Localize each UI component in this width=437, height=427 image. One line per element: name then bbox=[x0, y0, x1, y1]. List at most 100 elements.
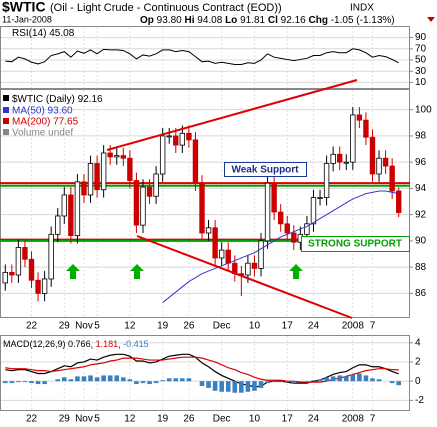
candle-body bbox=[337, 153, 343, 163]
histogram-bar bbox=[278, 381, 283, 383]
histogram-bar bbox=[212, 381, 218, 391]
histogram-bar bbox=[389, 381, 395, 384]
histogram-bar bbox=[166, 378, 172, 382]
candle-body bbox=[55, 215, 61, 235]
x-tick-label: Dec bbox=[213, 414, 231, 425]
histogram-bar bbox=[140, 381, 146, 384]
histogram-bar bbox=[376, 379, 382, 382]
macd-name: MACD(12,26,9) bbox=[3, 339, 66, 349]
y-tick-label: 90 bbox=[415, 236, 427, 247]
x-tick-label: 5 bbox=[94, 414, 100, 425]
price-label: $WTIC (Daily) 92.16 bbox=[12, 94, 103, 105]
x-tick-label: 26 bbox=[183, 414, 195, 425]
candle-body bbox=[133, 180, 140, 226]
rsi-panel bbox=[0, 26, 410, 89]
histogram-bar bbox=[68, 379, 74, 382]
candle-body bbox=[258, 240, 264, 269]
candle-body bbox=[389, 165, 395, 192]
candle-body bbox=[35, 279, 41, 294]
legend-label: MA(50) 93.60 bbox=[12, 106, 73, 117]
trend-line bbox=[106, 79, 358, 151]
candle-body bbox=[94, 163, 100, 191]
candle-body bbox=[68, 194, 74, 237]
histogram-bar bbox=[245, 381, 251, 392]
quote-label: Hi bbox=[184, 15, 194, 26]
histogram-bar bbox=[258, 381, 264, 388]
candle-body bbox=[271, 182, 277, 213]
y-tick-label: 70 bbox=[415, 43, 427, 54]
arrow bbox=[289, 264, 303, 279]
x-tick-label: 29 bbox=[59, 414, 71, 425]
candle-body bbox=[323, 163, 330, 198]
candle-body bbox=[369, 136, 376, 175]
candle-body bbox=[363, 119, 369, 138]
histogram-bar bbox=[396, 381, 402, 386]
histogram-bar bbox=[284, 381, 290, 383]
candle-body bbox=[350, 114, 356, 163]
candle-body bbox=[74, 181, 81, 237]
candle-body bbox=[28, 258, 35, 281]
histogram-bar bbox=[2, 381, 8, 384]
candle-body bbox=[330, 153, 336, 164]
histogram-bar bbox=[35, 381, 41, 385]
x-tick-label: Nov bbox=[75, 414, 93, 425]
y-tick-label: 96 bbox=[415, 157, 427, 168]
histogram-bar bbox=[324, 377, 329, 382]
y-tick-label: 0 bbox=[415, 376, 421, 387]
quote-label: Chg bbox=[308, 15, 327, 26]
quote-value: 92.16 bbox=[281, 15, 306, 26]
candle-body bbox=[317, 197, 323, 199]
histogram-bar bbox=[206, 381, 211, 388]
candle-body bbox=[127, 157, 133, 181]
y-tick-label: 10 bbox=[415, 77, 427, 88]
macd-line bbox=[5, 353, 399, 388]
price-value: 92.16 bbox=[78, 94, 103, 105]
histogram-bar bbox=[94, 377, 100, 382]
candle-body bbox=[376, 157, 382, 175]
candle-body bbox=[212, 227, 218, 259]
x-tick-label: 10 bbox=[249, 414, 261, 425]
instrument-name: (Oil - Light Crude - Continuous Contract… bbox=[50, 2, 282, 14]
candle-body bbox=[81, 181, 87, 196]
histogram-bar bbox=[271, 381, 277, 383]
quote-value: -1.05 (-1.13%) bbox=[331, 15, 395, 26]
histogram-bar bbox=[199, 381, 205, 386]
candle-body bbox=[61, 194, 67, 217]
legend-label: Volume undef bbox=[12, 128, 73, 139]
histogram-bar bbox=[232, 381, 238, 393]
date: 11-Jan-2008 bbox=[2, 14, 52, 24]
histogram-bar bbox=[147, 381, 152, 385]
histogram-bar bbox=[363, 375, 369, 382]
y-tick-label: 94 bbox=[415, 183, 427, 194]
histogram-bar bbox=[81, 376, 87, 382]
histogram-bar bbox=[9, 381, 15, 384]
candle-body bbox=[22, 247, 28, 260]
candle-body bbox=[2, 271, 8, 284]
annotation-box bbox=[301, 236, 410, 252]
histogram-bar bbox=[101, 375, 106, 382]
signal-value: 1.181 bbox=[96, 339, 119, 349]
histogram-bar bbox=[22, 381, 28, 383]
x-tick-label: 7 bbox=[370, 321, 376, 332]
histogram-bar bbox=[114, 375, 120, 382]
quote-label: Lo bbox=[225, 15, 237, 26]
x-tick-label: 7 bbox=[370, 414, 376, 425]
candle-body bbox=[382, 157, 389, 167]
histogram-bar bbox=[186, 378, 192, 382]
histogram-bar bbox=[62, 377, 67, 382]
histogram-value: -0.415 bbox=[123, 339, 149, 349]
price-panel bbox=[0, 89, 410, 318]
macd-value: 0.766 bbox=[68, 339, 91, 349]
x-tick-label: 24 bbox=[308, 321, 320, 332]
candle-body bbox=[173, 135, 179, 146]
candle-body bbox=[251, 262, 258, 269]
histogram-bar bbox=[160, 380, 165, 382]
histogram-bar bbox=[370, 378, 375, 382]
candle-body bbox=[291, 232, 297, 243]
histogram-bar bbox=[29, 381, 34, 384]
candle-body bbox=[199, 182, 205, 234]
rsi-name: RSI(14) bbox=[12, 28, 46, 39]
histogram-bar bbox=[311, 380, 316, 382]
candle-body bbox=[218, 249, 225, 259]
